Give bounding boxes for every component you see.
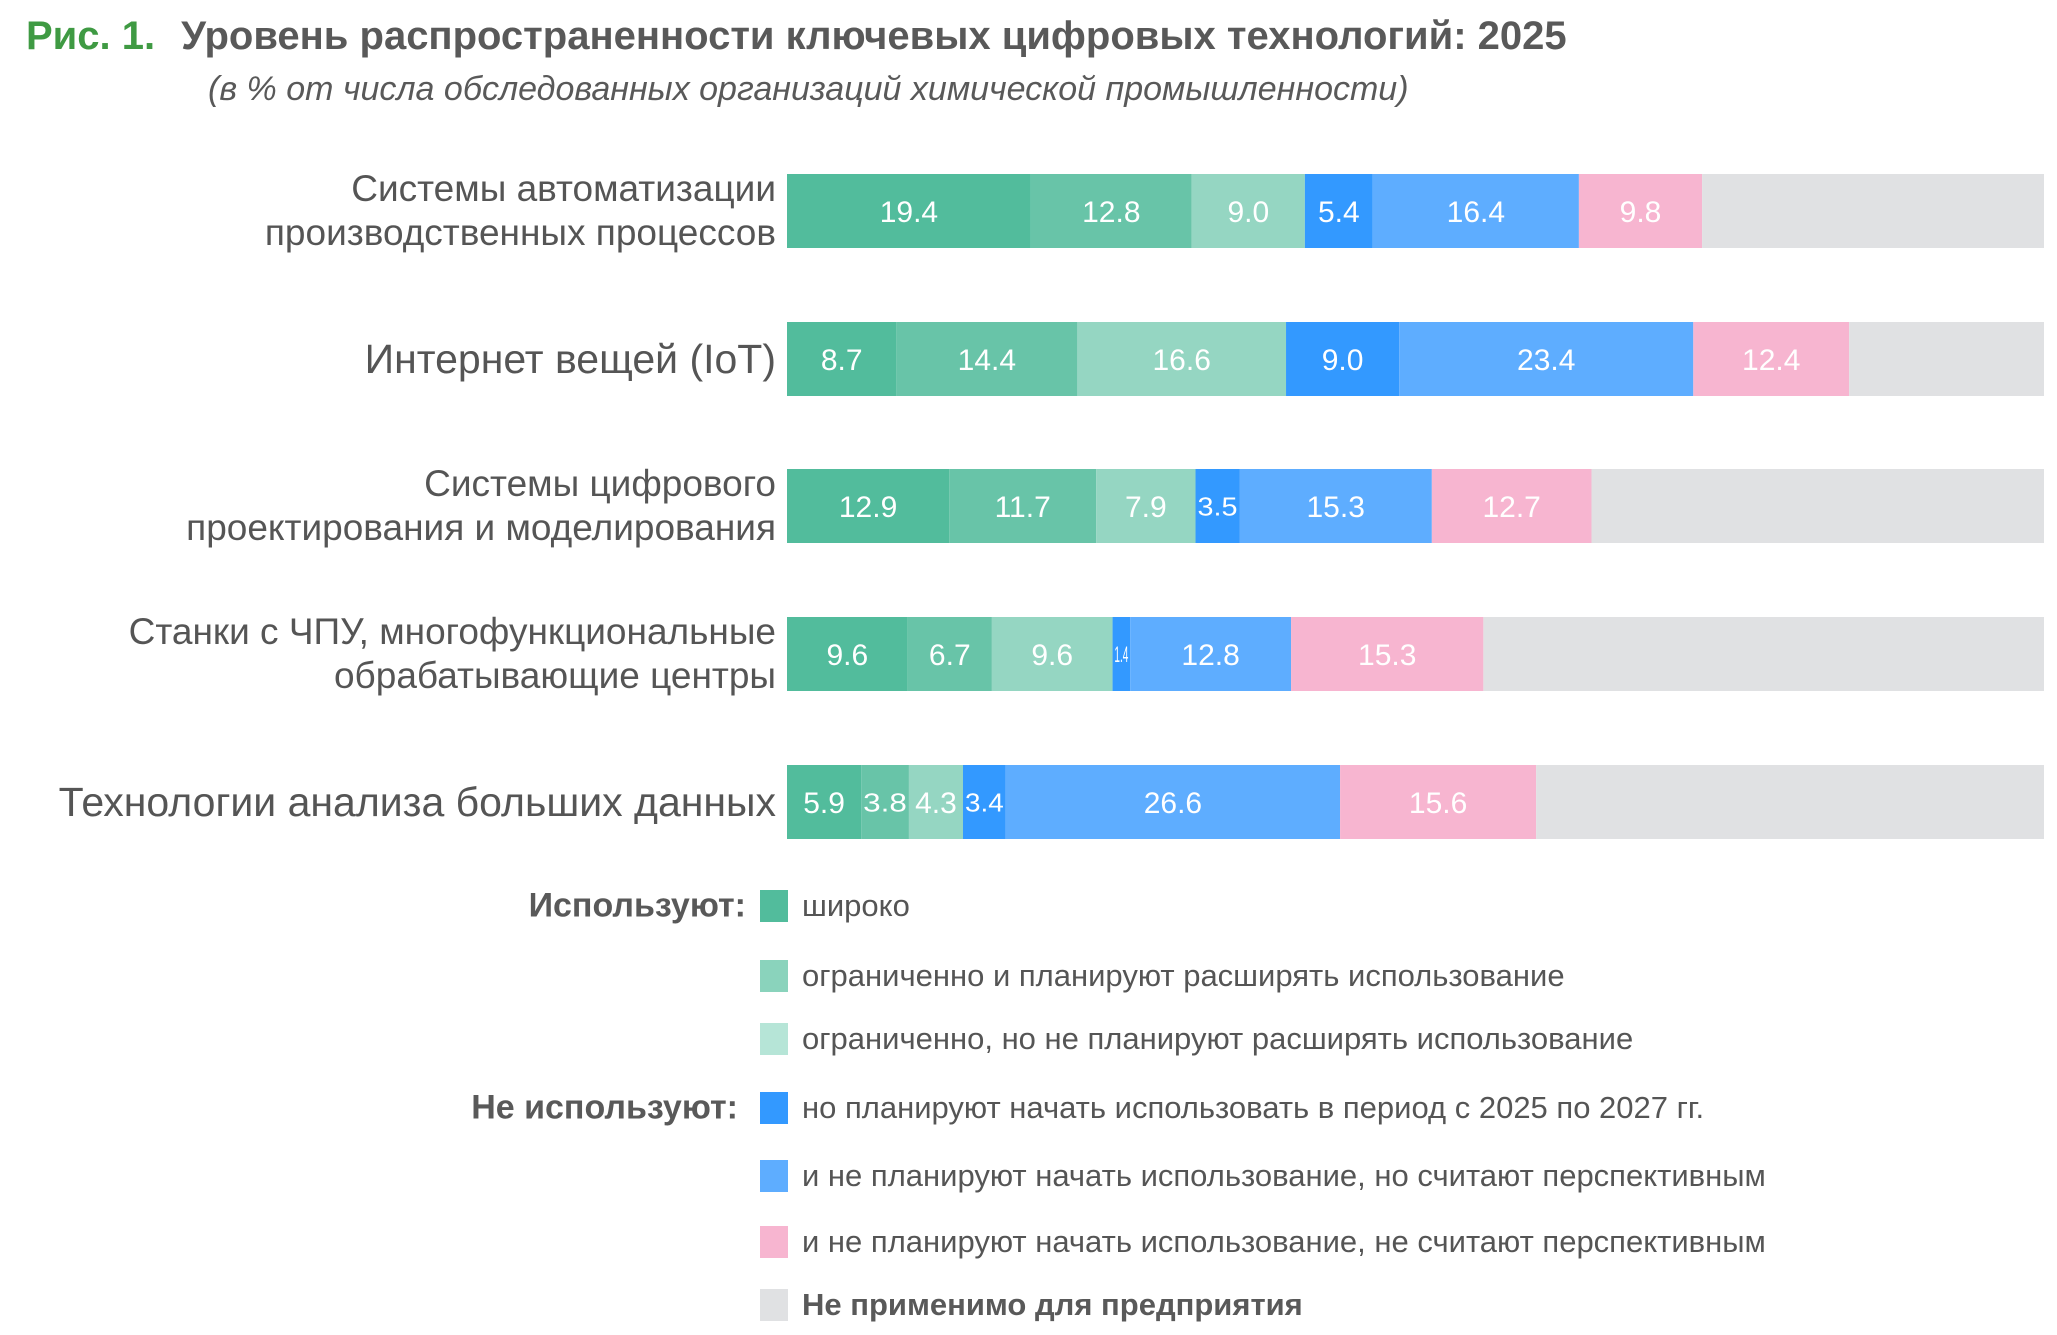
bar-segment — [1399, 322, 1694, 396]
bar-segment — [1239, 469, 1432, 543]
bar-segment-not-applicable — [1591, 469, 2044, 543]
category-label: Системы цифрового проектирования и модели… — [186, 463, 776, 548]
data-label: 26.6 — [1144, 787, 1202, 820]
data-label: 16.4 — [1447, 196, 1505, 229]
figure-label: Рис. 1. — [26, 14, 156, 58]
legend-item: широко — [760, 888, 910, 923]
data-label: 15.3 — [1358, 639, 1416, 672]
legend-swatch — [760, 890, 788, 922]
data-label: 14.4 — [958, 344, 1016, 377]
legend-text: ограниченно, но не планируют расширять и… — [802, 1021, 1634, 1056]
data-label: 16.6 — [1153, 344, 1211, 377]
bar-segment — [1030, 174, 1192, 248]
bar-segment — [1578, 174, 1703, 248]
data-label: 12.7 — [1482, 491, 1540, 524]
legend-swatch — [760, 1092, 788, 1124]
data-label: 3.4 — [965, 787, 1004, 817]
category-label: Интернет вещей (IoT) — [364, 336, 776, 382]
bar-segment — [896, 322, 1078, 396]
data-label: 12.8 — [1181, 639, 1239, 672]
data-label: 11.7 — [995, 491, 1051, 524]
bar-segment — [787, 765, 862, 839]
legend-item: Не применимо для предприятия — [760, 1287, 1303, 1322]
legend-swatch — [760, 960, 788, 992]
data-label: 7.9 — [1125, 491, 1167, 524]
data-label: 3.5 — [1198, 491, 1238, 521]
category-label: Станки с ЧПУ, многофункциональные обрабат… — [128, 611, 776, 696]
data-label: 9.6 — [826, 639, 868, 672]
bar-segment — [1693, 322, 1850, 396]
data-label: 6.7 — [929, 639, 971, 672]
data-label: 15.6 — [1409, 787, 1467, 820]
chart-title: Рис. 1. Уровень распространенности ключев… — [26, 14, 1567, 59]
legend-item: но планируют начать использовать в перио… — [760, 1090, 1705, 1125]
legend-text: широко — [802, 888, 910, 923]
bar-segment — [1191, 174, 1305, 248]
legend-text: но планируют начать использовать в перио… — [802, 1090, 1705, 1125]
bar-segment — [1112, 617, 1131, 691]
bar-segment-not-applicable — [1483, 617, 2044, 691]
data-label: 12.9 — [839, 491, 897, 524]
data-label: 5.9 — [803, 787, 845, 820]
bar-segment — [787, 469, 950, 543]
bar-segment — [787, 617, 908, 691]
data-label: 9.0 — [1322, 344, 1364, 377]
legend-item: и не планируют начать использование, но … — [760, 1158, 1766, 1193]
category-label: Системы автоматизации производственных пр… — [264, 168, 776, 253]
data-label: 8.7 — [821, 344, 863, 377]
data-label: 9.8 — [1620, 196, 1662, 229]
category-label: Технологии анализа больших данных — [58, 779, 776, 825]
bar-segment — [949, 469, 1097, 543]
legend-group-label: Используют: — [528, 886, 746, 925]
data-label: 23.4 — [1517, 344, 1575, 377]
bar-segment — [1340, 765, 1537, 839]
bar-segment — [907, 617, 992, 691]
bar-segment — [1431, 469, 1592, 543]
bar-segment-not-applicable — [1702, 174, 2044, 248]
legend-text: ограниченно и планируют расширять исполь… — [802, 958, 1565, 993]
bar-segment — [962, 765, 1006, 839]
title-text: Уровень распространенности ключевых цифр… — [181, 14, 1567, 58]
bar-segment-not-applicable — [1536, 765, 2044, 839]
data-label: 5.4 — [1318, 196, 1360, 229]
data-label: 12.8 — [1082, 196, 1140, 229]
legend-swatch — [760, 1023, 788, 1055]
legend-text: Не применимо для предприятия — [802, 1287, 1303, 1322]
bar-segment — [991, 617, 1113, 691]
legend-text: и не планируют начать использование, не … — [802, 1224, 1766, 1259]
bar-segment — [1130, 617, 1292, 691]
bar-segment — [1286, 322, 1400, 396]
legend-item: и не планируют начать использование, не … — [760, 1224, 1766, 1259]
legend-text: и не планируют начать использование, но … — [802, 1158, 1766, 1193]
data-label: 1.4 — [1114, 642, 1128, 667]
data-label: 9.0 — [1227, 196, 1269, 229]
bar-segment — [1096, 469, 1196, 543]
legend-swatch — [760, 1226, 788, 1258]
bar-segment — [1077, 322, 1287, 396]
data-label: 9.6 — [1031, 639, 1073, 672]
bar-segment — [1372, 174, 1579, 248]
bar-segment — [861, 765, 909, 839]
legend-swatch — [760, 1160, 788, 1192]
data-label: 4.3 — [915, 787, 957, 820]
data-label: 3.8 — [863, 787, 907, 817]
bar-segment — [1195, 469, 1240, 543]
bar-segment — [1304, 174, 1373, 248]
legend-swatch — [760, 1289, 788, 1321]
chart-subtitle: (в % от числа обследованных организаций … — [208, 70, 1409, 108]
legend-item: ограниченно и планируют расширять исполь… — [760, 958, 1565, 993]
data-label: 15.3 — [1306, 491, 1364, 524]
bar-segment — [1005, 765, 1341, 839]
data-label: 19.4 — [880, 196, 938, 229]
bar-segment-not-applicable — [1849, 322, 2044, 396]
legend-item: ограниченно, но не планируют расширять и… — [760, 1021, 1634, 1056]
legend-group-label: Не используют: — [471, 1088, 738, 1127]
bar-segment — [787, 174, 1031, 248]
bar-segment — [787, 322, 897, 396]
bar-segment — [1291, 617, 1484, 691]
data-label: 12.4 — [1742, 344, 1800, 377]
bar-segment — [908, 765, 963, 839]
